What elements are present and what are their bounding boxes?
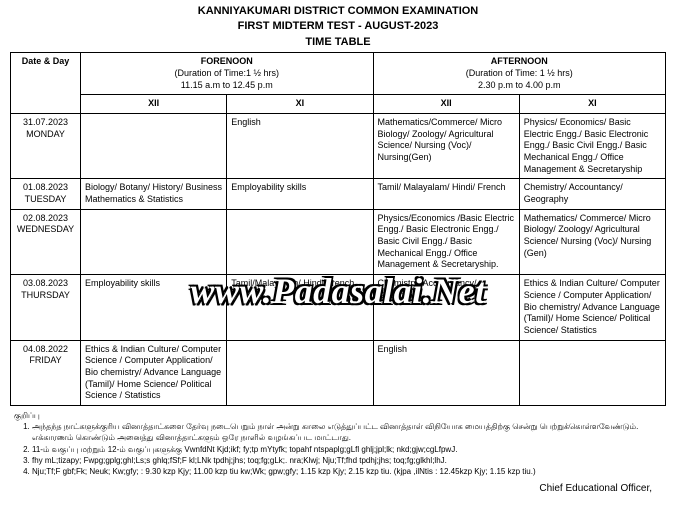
afternoon-head: AFTERNOON (Duration of Time: 1 ½ hrs) 2.… (373, 53, 666, 95)
table-row: 02.08.2023 WEDNESDAY Physics/Economics /B… (11, 209, 666, 274)
col-xi-f: XI (227, 95, 373, 114)
subject-cell: English (227, 113, 373, 178)
table-row: 31.07.2023 MONDAY EnglishMathematics/Comm… (11, 113, 666, 178)
subject-cell: Chemistry/ Accountancy/ Geography (373, 275, 519, 340)
header-line3: TIME TABLE (0, 35, 676, 50)
date-cell: 04.08.2022 FRIDAY (11, 340, 81, 405)
header-line2: FIRST MIDTERM TEST - AUGUST-2023 (0, 19, 676, 34)
subject-cell (81, 209, 227, 274)
subject-cell: Mathematics/ Commerce/ Micro Biology/ Zo… (519, 209, 665, 274)
subject-cell: Ethics & Indian Culture/ Computer Scienc… (519, 275, 665, 340)
table-row: 04.08.2022 FRIDAYEthics & Indian Culture… (11, 340, 666, 405)
header-line1: KANNIYAKUMARI DISTRICT COMMON EXAMINATIO… (0, 4, 676, 19)
note-item: அந்தந்த நாட்களுக்குரிய வினாத்தாட்களை தேர… (32, 421, 662, 443)
date-cell: 03.08.2023 THURSDAY (11, 275, 81, 340)
timetable: Date & Day FORENOON (Duration of Time:1 … (10, 52, 666, 406)
subject-cell: Chemistry/ Accountancy/ Geography (519, 179, 665, 209)
table-row: 01.08.2023 TUESDAYBiology/ Botany/ Histo… (11, 179, 666, 209)
subject-cell: Biology/ Botany/ History/ Business Mathe… (81, 179, 227, 209)
date-cell: 31.07.2023 MONDAY (11, 113, 81, 178)
subject-cell (519, 340, 665, 405)
forenoon-head: FORENOON (Duration of Time:1 ½ hrs) 11.1… (81, 53, 374, 95)
subject-cell: Physics/Economics /Basic Electric Engg./… (373, 209, 519, 274)
note-item: 11-ம் வகுப்பு மற்றும் 12-ம் வகுப்புகளுக்… (32, 444, 662, 455)
col-xi-a: XI (519, 95, 665, 114)
subject-cell: Physics/ Economics/ Basic Electric Engg.… (519, 113, 665, 178)
subject-cell: Employability skills (227, 179, 373, 209)
note-item: fhy mL;tizapy; Fwpg;gplg;ghl;Ls;s ghlq;f… (32, 455, 662, 466)
subject-cell: Employability skills (81, 275, 227, 340)
subject-cell: Tamil/ Malayalam/ Hindi/ French (373, 179, 519, 209)
signature: Chief Educational Officer, (0, 483, 652, 494)
notes-section: குறிப்பு அந்தந்த நாட்களுக்குரிய வினாத்தா… (14, 410, 662, 477)
date-cell: 01.08.2023 TUESDAY (11, 179, 81, 209)
subject-cell (81, 113, 227, 178)
date-cell: 02.08.2023 WEDNESDAY (11, 209, 81, 274)
notes-list: அந்தந்த நாட்களுக்குரிய வினாத்தாட்களை தேர… (32, 421, 662, 477)
col-xii-f: XII (81, 95, 227, 114)
subject-cell (227, 340, 373, 405)
subject-cell: English (373, 340, 519, 405)
note-item: Nju;Tf;F gbf;Fk; Neuk; Kw;gfy; : 9.30 kz… (32, 466, 662, 477)
subject-cell: Ethics & Indian Culture/ Computer Scienc… (81, 340, 227, 405)
col-xii-a: XII (373, 95, 519, 114)
subject-cell: Mathematics/Commerce/ Micro Biology/ Zoo… (373, 113, 519, 178)
col-dateday: Date & Day (11, 53, 81, 114)
notes-heading: குறிப்பு (14, 410, 662, 421)
table-row: 03.08.2023 THURSDAYEmployability skillsT… (11, 275, 666, 340)
subject-cell (227, 209, 373, 274)
subject-cell: Tamil/Malayalam/ Hindi/French (227, 275, 373, 340)
